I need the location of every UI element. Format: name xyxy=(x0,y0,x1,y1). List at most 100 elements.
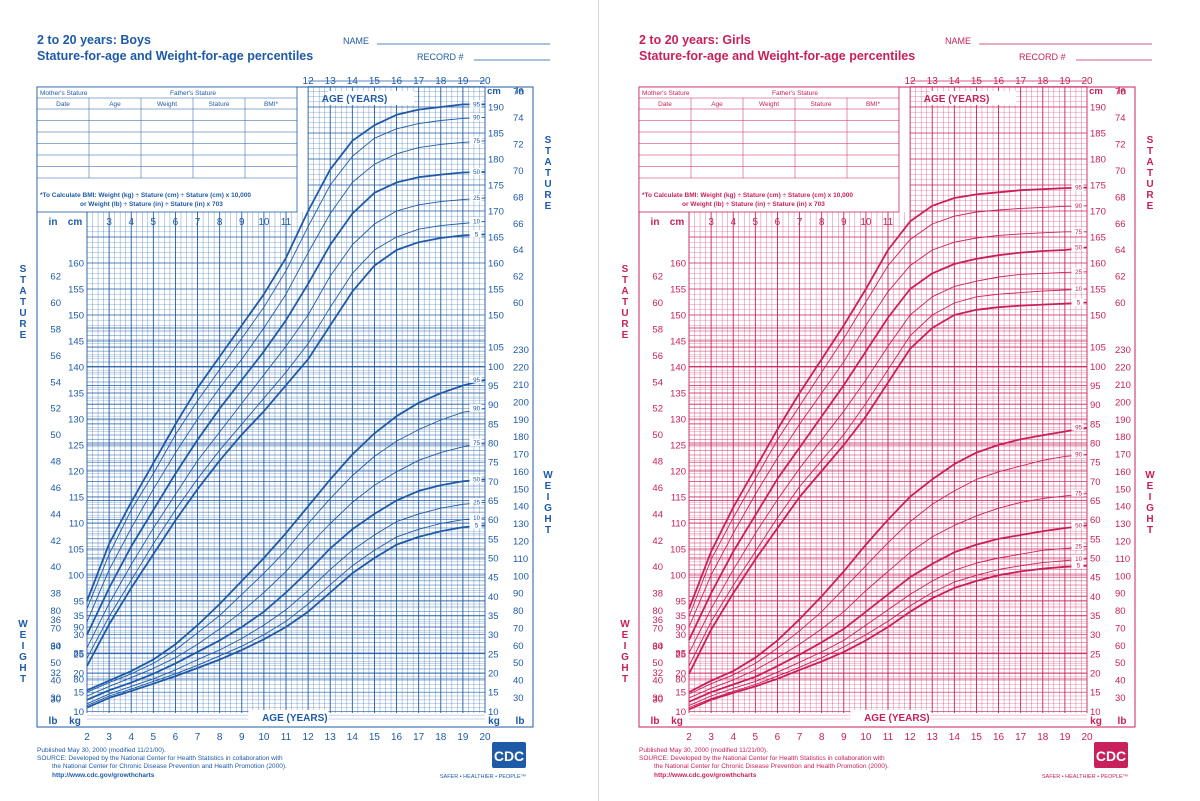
percentile-label-bg xyxy=(1071,183,1084,191)
inner-age-tick: 11 xyxy=(281,217,292,228)
left-stature-label-letter: T xyxy=(622,275,628,286)
left-lb-tick: 30 xyxy=(652,693,663,704)
left-kg-tick: 10 xyxy=(73,707,84,718)
bottom-age-tick: 8 xyxy=(819,732,825,743)
stature-curve-p95 xyxy=(688,186,1088,610)
left-inch-tick: 58 xyxy=(652,324,663,335)
left-lb-tick: 50 xyxy=(50,658,61,669)
left-cm-tick: 115 xyxy=(69,493,84,504)
bottom-age-tick: 20 xyxy=(1081,732,1093,743)
left-inch-tick: 48 xyxy=(652,457,663,468)
source-note-1: SOURCE: Developed by the National Center… xyxy=(37,755,283,762)
right-inch-tick: 60 xyxy=(513,298,524,309)
left-cm-tick: 150 xyxy=(68,311,84,322)
inner-age-tick: 7 xyxy=(195,217,201,228)
left-kg-tick: 35 xyxy=(675,611,686,622)
right-kg-tick: 20 xyxy=(1090,669,1101,680)
left-cm-tick: 135 xyxy=(670,389,686,400)
table-col-header: Stature xyxy=(811,101,832,108)
inner-age-tick: 8 xyxy=(217,217,223,228)
right-weight-label-letter: T xyxy=(1147,525,1153,536)
stature-percentile-label: 95 xyxy=(473,101,481,108)
left-inch-tick: 50 xyxy=(652,430,663,441)
right-kg-tick: 15 xyxy=(488,688,499,699)
right-kg-tick: 45 xyxy=(488,573,499,584)
chart-subtitle: Stature-for-age and Weight-for-age perce… xyxy=(639,49,915,63)
right-cm-tick: 165 xyxy=(1090,233,1106,244)
right-cm-tick: 170 xyxy=(488,207,504,218)
stature-curve-p5 xyxy=(688,301,1088,675)
bottom-age-tick: 17 xyxy=(413,732,425,743)
bottom-age-tick: 11 xyxy=(281,732,292,743)
left-stature-label-letter: T xyxy=(20,297,26,308)
right-kg-tick: 80 xyxy=(1090,439,1101,450)
left-inch-tick: 56 xyxy=(50,351,61,362)
right-cm-tick: 175 xyxy=(488,181,504,192)
right-inch-tick: 62 xyxy=(513,272,524,283)
left-kg-tick: 20 xyxy=(73,669,84,680)
left-cm-tick: 150 xyxy=(670,311,686,322)
bottom-age-tick: 9 xyxy=(841,732,847,743)
right-lb-tick: 220 xyxy=(1115,363,1131,374)
right-kg-tick: 65 xyxy=(488,496,499,507)
bottom-age-tick: 5 xyxy=(753,732,759,743)
right-lb-tick: 210 xyxy=(1115,380,1131,391)
left-weight-label-letter: T xyxy=(622,674,628,685)
right-kg-tick: 10 xyxy=(488,707,499,718)
fathers-stature-label: Father's Stature xyxy=(170,90,216,97)
weight-curve-p95 xyxy=(688,426,1088,693)
right-cm-tick: 170 xyxy=(1090,207,1106,218)
right-kg-tick: 15 xyxy=(1090,688,1101,699)
cdc-logo-text: CDC xyxy=(494,748,524,764)
bottom-age-tick: 13 xyxy=(927,732,939,743)
left-weight-label-letter: H xyxy=(19,663,26,674)
chart-subtitle: Stature-for-age and Weight-for-age perce… xyxy=(37,49,313,63)
right-kg-tick: 50 xyxy=(488,554,499,565)
left-cm-tick: 120 xyxy=(670,467,686,478)
bottom-age-tick: 19 xyxy=(457,732,469,743)
unit-in-right: in xyxy=(516,86,525,97)
right-lb-tick: 120 xyxy=(513,537,529,548)
table-col-header: Age xyxy=(711,101,723,108)
left-inch-tick: 62 xyxy=(50,272,61,283)
top-age-tick: 20 xyxy=(1081,76,1093,87)
table-col-header: Date xyxy=(56,101,70,108)
right-kg-tick: 90 xyxy=(1090,400,1101,411)
age-label-bg xyxy=(328,91,415,105)
left-lb-tick: 80 xyxy=(50,606,61,617)
right-stature-label-letter: S xyxy=(1147,135,1154,146)
left-inch-tick: 54 xyxy=(50,377,61,388)
right-inch-tick: 72 xyxy=(513,140,524,151)
right-lb-tick: 110 xyxy=(1115,554,1130,565)
left-cm-tick: 110 xyxy=(671,519,686,530)
right-kg-tick: 60 xyxy=(488,515,499,526)
url-note: http://www.cdc.gov/growthcharts xyxy=(52,772,155,779)
weight-percentile-label: 90 xyxy=(1075,452,1083,459)
unit-cm-left: cm xyxy=(670,217,685,228)
left-cm-tick: 160 xyxy=(68,259,84,270)
right-stature-label-letter: T xyxy=(1147,168,1153,179)
stature-percentile-label: 25 xyxy=(1075,269,1083,276)
left-stature-label-letter: A xyxy=(621,286,628,297)
right-stature-label-letter: R xyxy=(1146,190,1154,201)
left-inch-tick: 62 xyxy=(652,272,663,283)
left-inch-tick: 56 xyxy=(652,351,663,362)
stature-percentile-label: 95 xyxy=(1075,185,1083,192)
left-cm-tick: 90 xyxy=(675,623,686,634)
inner-age-tick: 5 xyxy=(151,217,157,228)
inner-age-tick: 10 xyxy=(258,217,270,228)
right-lb-tick: 180 xyxy=(513,432,529,443)
percentile-label-bg xyxy=(469,230,482,238)
left-inch-tick: 60 xyxy=(50,298,61,309)
percentile-label-bg xyxy=(469,194,482,201)
stature-percentile-label: 5 xyxy=(1077,300,1081,307)
left-cm-tick: 105 xyxy=(68,545,84,556)
stature-percentile-label: 25 xyxy=(473,195,481,202)
bmi-note-1: *To Calculate BMI: Weight (kg) ÷ Stature… xyxy=(642,192,853,199)
right-lb-tick: 60 xyxy=(1115,641,1126,652)
percentile-label-bg xyxy=(1071,227,1084,235)
top-age-tick: 18 xyxy=(1037,76,1049,87)
right-kg-tick: 40 xyxy=(488,592,499,603)
left-inch-tick: 46 xyxy=(50,483,61,494)
right-lb-tick: 70 xyxy=(1115,623,1126,634)
